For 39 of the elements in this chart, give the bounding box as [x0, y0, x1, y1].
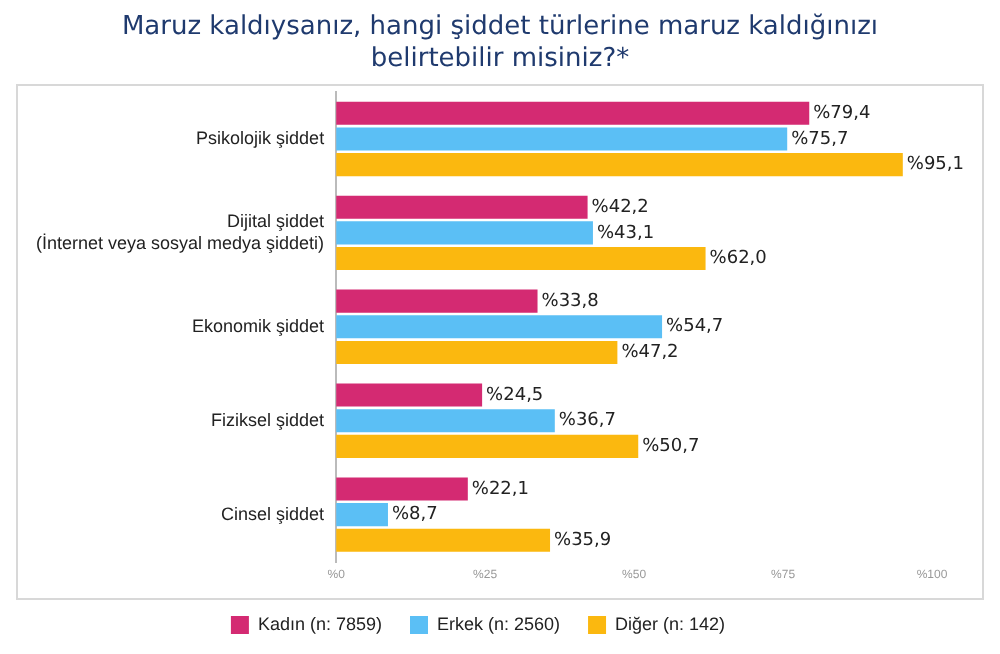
data-label: %47,2	[621, 343, 679, 364]
data-label: %54,7	[666, 317, 724, 338]
data-label: %95,1	[906, 155, 964, 176]
y-tick-label: Cinsel şiddet	[221, 503, 326, 524]
y-tick-label: Dijital şiddet (İnternet veya sosyal medya şiddeti)	[35, 211, 326, 253]
data-label: %75,7	[791, 129, 849, 150]
data-label: %62,0	[709, 249, 768, 270]
bar	[336, 528, 551, 552]
data-label: %42,2	[591, 197, 649, 218]
bar	[336, 153, 903, 177]
data-label: %22,1	[471, 479, 530, 500]
data-label: %43,1	[596, 223, 655, 244]
data-label: %79,4	[813, 103, 871, 124]
bar	[336, 247, 706, 271]
bar	[336, 434, 639, 458]
legend-label: Erkek (n: 2560)	[436, 613, 561, 634]
bar	[336, 101, 810, 125]
y-tick-label: Fiziksel şiddet	[211, 409, 326, 430]
chart-title: Maruz kaldıysanız, hangi şiddet türlerine maruz kaldığınızı belirtebilir misiniz?*	[120, 12, 880, 76]
bar	[336, 340, 618, 365]
bar	[336, 383, 483, 407]
bar	[336, 477, 468, 501]
bar	[336, 221, 593, 245]
bar	[336, 127, 788, 151]
data-label: %33,8	[541, 291, 600, 312]
bar	[336, 289, 538, 313]
y-tick-label: Ekonomik şiddet	[192, 315, 326, 336]
data-label: %24,5	[486, 385, 544, 406]
y-tick-label: Psikolojik şiddet	[196, 127, 326, 148]
data-label: %8,7	[391, 505, 438, 526]
bar	[336, 409, 555, 433]
data-label: %36,7	[558, 411, 616, 432]
bar	[336, 315, 663, 339]
legend-label: Diğer (n: 142)	[615, 613, 726, 634]
bar	[336, 503, 388, 527]
bar	[336, 195, 588, 219]
legend-label: Kadın (n: 7859)	[257, 613, 382, 634]
data-label: %50,7	[642, 437, 700, 458]
data-label: %35,9	[554, 531, 612, 551]
